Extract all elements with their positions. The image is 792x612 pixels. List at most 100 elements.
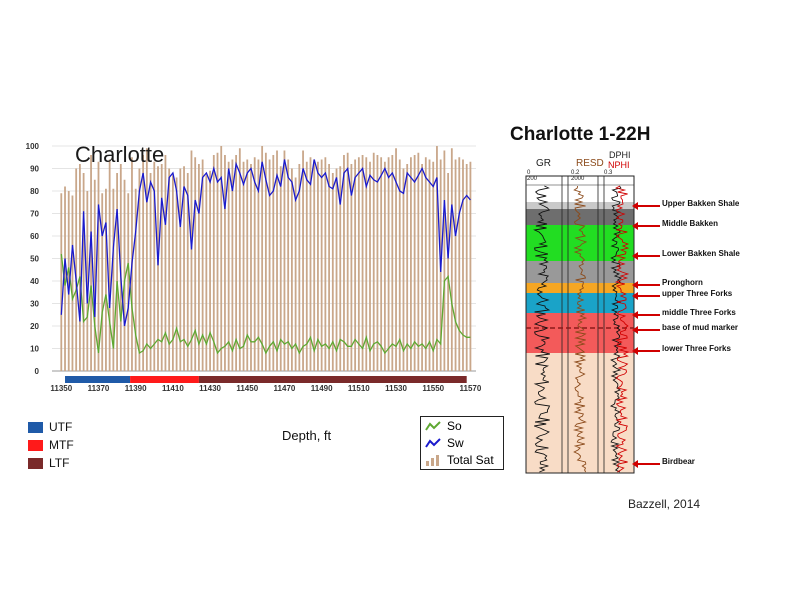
total-sat-bar: [67, 191, 70, 371]
zone-bar-ltf: [198, 376, 467, 383]
arrow-lower-bakken: [632, 252, 660, 260]
total-sat-bar: [78, 164, 81, 371]
total-sat-bar: [227, 161, 230, 371]
total-sat-bar: [406, 164, 409, 371]
total-sat-bar: [224, 155, 226, 371]
x-tick-label: 11350: [50, 384, 72, 393]
total-sat-bar: [175, 177, 178, 371]
total-sat-bar: [105, 188, 107, 371]
y-tick-label: 0: [35, 367, 40, 376]
total-sat-bar: [97, 161, 100, 371]
chart-title: Charlotte: [75, 142, 165, 167]
y-tick-label: 10: [30, 345, 39, 354]
total-sat-bar: [417, 152, 420, 371]
x-tick-label: 11370: [88, 384, 110, 393]
arrow-lower-three-forks: [632, 347, 660, 355]
total-sat-bar: [86, 191, 89, 371]
total-sat-bar: [313, 159, 316, 371]
x-tick-label: 11470: [274, 384, 296, 393]
total-sat-bar: [357, 157, 360, 371]
resd-curve: [572, 185, 588, 473]
total-sat-bar: [108, 159, 111, 371]
so-line-icon: [425, 420, 441, 431]
total-sat-bar: [309, 157, 312, 371]
total-sat-bar: [391, 155, 394, 371]
series-lines: [60, 159, 471, 355]
total-sat-bar: [171, 175, 174, 371]
total-sat-bar: [216, 152, 219, 371]
x-tick-label: 11510: [348, 384, 370, 393]
total-sat-bar: [112, 188, 115, 371]
zone-label-middle-bakken: Middle Bakken: [662, 219, 719, 228]
total-sat-bar: [75, 168, 78, 371]
total-sat-bar: [465, 164, 468, 371]
series-legend: So Sw Total Sat: [420, 416, 504, 470]
zone-label-birdbear: Birdbear: [662, 457, 695, 466]
ltf-swatch: [28, 457, 43, 469]
y-tick-label: 60: [30, 232, 39, 241]
total-sat-bar: [186, 173, 189, 371]
nphi-scale-left: 0.3: [604, 170, 613, 176]
total-sat-bar: [220, 146, 223, 371]
total-sat-bar: [283, 150, 286, 371]
total-sat-bar: [454, 159, 457, 371]
total-sat-bar: [398, 159, 401, 371]
total-sat-bar: [82, 173, 85, 371]
total-sat-bar: [450, 148, 453, 371]
legend-label-so: So: [447, 418, 462, 433]
total-sat-bar: [410, 157, 412, 371]
total-sat-bar: [157, 166, 159, 371]
arrow-base-mud-marker: [632, 326, 660, 334]
total-sat-bar: [116, 173, 118, 371]
total-sat-bar: [257, 159, 260, 371]
x-tick-label: 11410: [162, 384, 184, 393]
total-sat-bar: [383, 161, 386, 371]
total-sat-bar: [212, 155, 215, 371]
dphi-curve: [609, 185, 623, 473]
total-sat-bar: [160, 164, 163, 371]
total-sat-bar: [369, 161, 371, 371]
nphi-curve: [614, 185, 630, 473]
bar-chart-icon: [426, 454, 439, 466]
total-sat-bar: [242, 161, 245, 371]
y-tick-label: 40: [30, 277, 39, 286]
zone-label-pronghorn: Pronghorn: [662, 278, 703, 287]
total-sat-bar: [261, 146, 264, 371]
total-sat-bar: [365, 157, 368, 371]
total-sat-bar: [335, 168, 338, 371]
total-sat-bar: [123, 179, 126, 371]
total-sat-bar: [138, 168, 141, 371]
arrow-upper-bakken: [632, 202, 660, 210]
legend-label-utf: UTF: [49, 420, 73, 434]
legend-label-ltf: LTF: [49, 456, 70, 470]
total-sat-bar: [201, 159, 204, 371]
total-sat-bar: [395, 148, 397, 371]
x-axis-label: Depth, ft: [282, 428, 332, 443]
total-sat-bar: [469, 161, 472, 371]
total-sat-bar: [90, 155, 92, 371]
total-sat-bar: [380, 157, 383, 371]
total-sat-bar: [372, 152, 375, 371]
total-sat-bar: [421, 164, 423, 371]
x-tick-label: 11550: [422, 384, 444, 393]
total-sat-bar: [387, 157, 390, 371]
total-sat-bar: [264, 152, 267, 371]
total-sat-bars: [60, 146, 472, 371]
legend-item-mtf: MTF: [28, 436, 74, 454]
resd-scale-right: 2000: [571, 176, 585, 182]
resd-track-header: RESD: [576, 158, 604, 169]
total-sat-bar: [443, 150, 446, 371]
total-sat-bar: [346, 152, 349, 371]
zone-label-upper-three-forks: upper Three Forks: [662, 289, 733, 298]
total-sat-bar: [279, 166, 282, 371]
x-tick-label: 11450: [236, 384, 258, 393]
x-tick-label: 11530: [385, 384, 407, 393]
total-sat-bar: [462, 159, 464, 371]
legend-item-total-sat: Total Sat: [421, 451, 503, 468]
mtf-swatch: [28, 439, 43, 451]
total-sat-bar: [149, 173, 152, 371]
y-axis-ticks: 0 10 20 30 40 50 60 70 80 90 100: [26, 142, 40, 376]
total-sat-bar: [179, 168, 182, 371]
sw-series-line: [60, 159, 471, 327]
